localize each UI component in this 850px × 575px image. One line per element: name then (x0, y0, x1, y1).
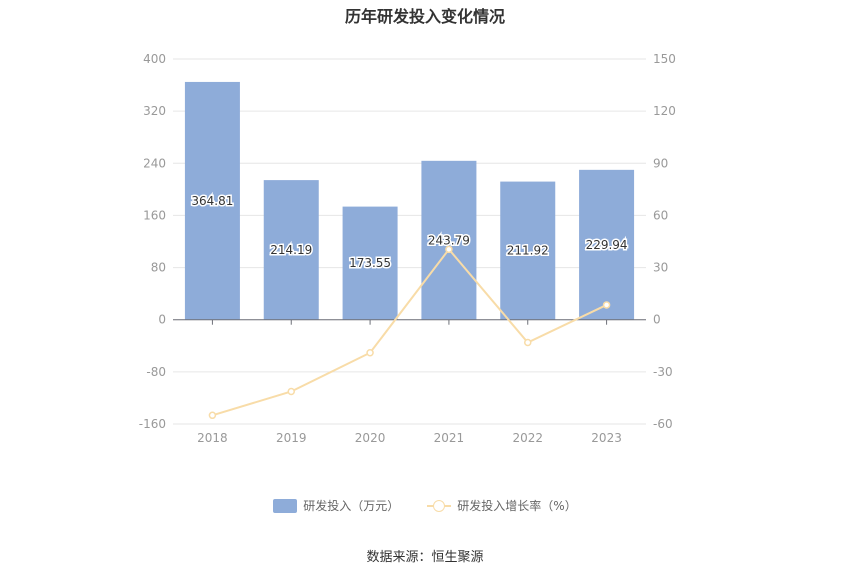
bar-value-label: 229.94 (586, 238, 628, 252)
legend-line-swatch (427, 499, 452, 513)
x-tick-label: 2021 (434, 431, 465, 445)
chart-canvas: 400 320 240 160 80 0 -80 -160 150 120 90 60 30 0 -30 -… (139, 52, 676, 445)
x-tick-label: 2023 (591, 431, 622, 445)
right-axis-ticks: 150 120 90 60 30 0 -30 -60 (653, 52, 676, 431)
bar-value-label: 173.55 (349, 256, 391, 270)
left-tick-label: 80 (151, 261, 166, 275)
x-tick-label: 2018 (197, 431, 228, 445)
chart-title: 历年研发投入变化情况 (344, 7, 505, 26)
bar (579, 169, 635, 320)
right-tick-label: 120 (653, 104, 676, 118)
legend-bar-swatch (273, 498, 298, 513)
right-tick-label: -30 (653, 365, 673, 379)
left-tick-label: -80 (146, 365, 166, 379)
bar-value-label: 211.92 (507, 244, 549, 258)
left-axis-ticks: 400 320 240 160 80 0 -80 -160 (139, 52, 166, 431)
bar (184, 81, 240, 320)
growth-point (602, 301, 611, 309)
bar (421, 160, 477, 320)
legend: 研发投入（万元） 研发投入增长率（%） (0, 497, 850, 514)
bar-series (184, 81, 635, 320)
left-tick-label: 160 (143, 208, 166, 222)
bar (263, 180, 319, 320)
left-tick-label: 0 (158, 313, 166, 327)
right-tick-label: 30 (653, 261, 668, 275)
left-tick-label: 400 (143, 52, 166, 66)
right-tick-label: 150 (653, 52, 676, 66)
left-tick-label: 320 (143, 104, 166, 118)
right-tick-label: -60 (653, 417, 673, 431)
growth-point (445, 245, 453, 254)
legend-item-line[interactable]: 研发投入增长率（%） (427, 497, 577, 514)
legend-bar-label: 研发投入（万元） (303, 499, 400, 513)
grid-lines (173, 58, 646, 425)
x-tick-label: 2020 (355, 431, 386, 445)
bar-value-label: 214.19 (270, 243, 312, 257)
bar (342, 206, 398, 320)
bar-labels: 364.81 214.19 173.55 243.79 211.92 229.94 (190, 192, 629, 271)
right-tick-label: 60 (653, 208, 668, 222)
growth-line (212, 247, 608, 417)
x-axis: 2018 2019 2020 2021 2022 2023 (173, 319, 646, 445)
bar-value-label: 364.81 (191, 194, 233, 208)
bar (500, 181, 556, 320)
x-tick-label: 2022 (512, 431, 543, 445)
growth-point (287, 387, 295, 396)
growth-point (524, 338, 532, 347)
legend-item-bar[interactable]: 研发投入（万元） (273, 497, 399, 514)
left-tick-label: -160 (139, 417, 166, 431)
bar-value-label: 243.79 (428, 233, 470, 247)
data-source: 数据来源：恒生聚源 (366, 550, 484, 565)
x-tick-label: 2019 (276, 431, 307, 445)
growth-point (208, 411, 217, 420)
line-series (208, 245, 611, 420)
right-tick-label: 0 (653, 313, 661, 327)
growth-point (366, 348, 374, 357)
right-tick-label: 90 (653, 156, 668, 170)
left-tick-label: 240 (143, 156, 166, 170)
legend-line-label: 研发投入增长率（%） (457, 499, 577, 513)
